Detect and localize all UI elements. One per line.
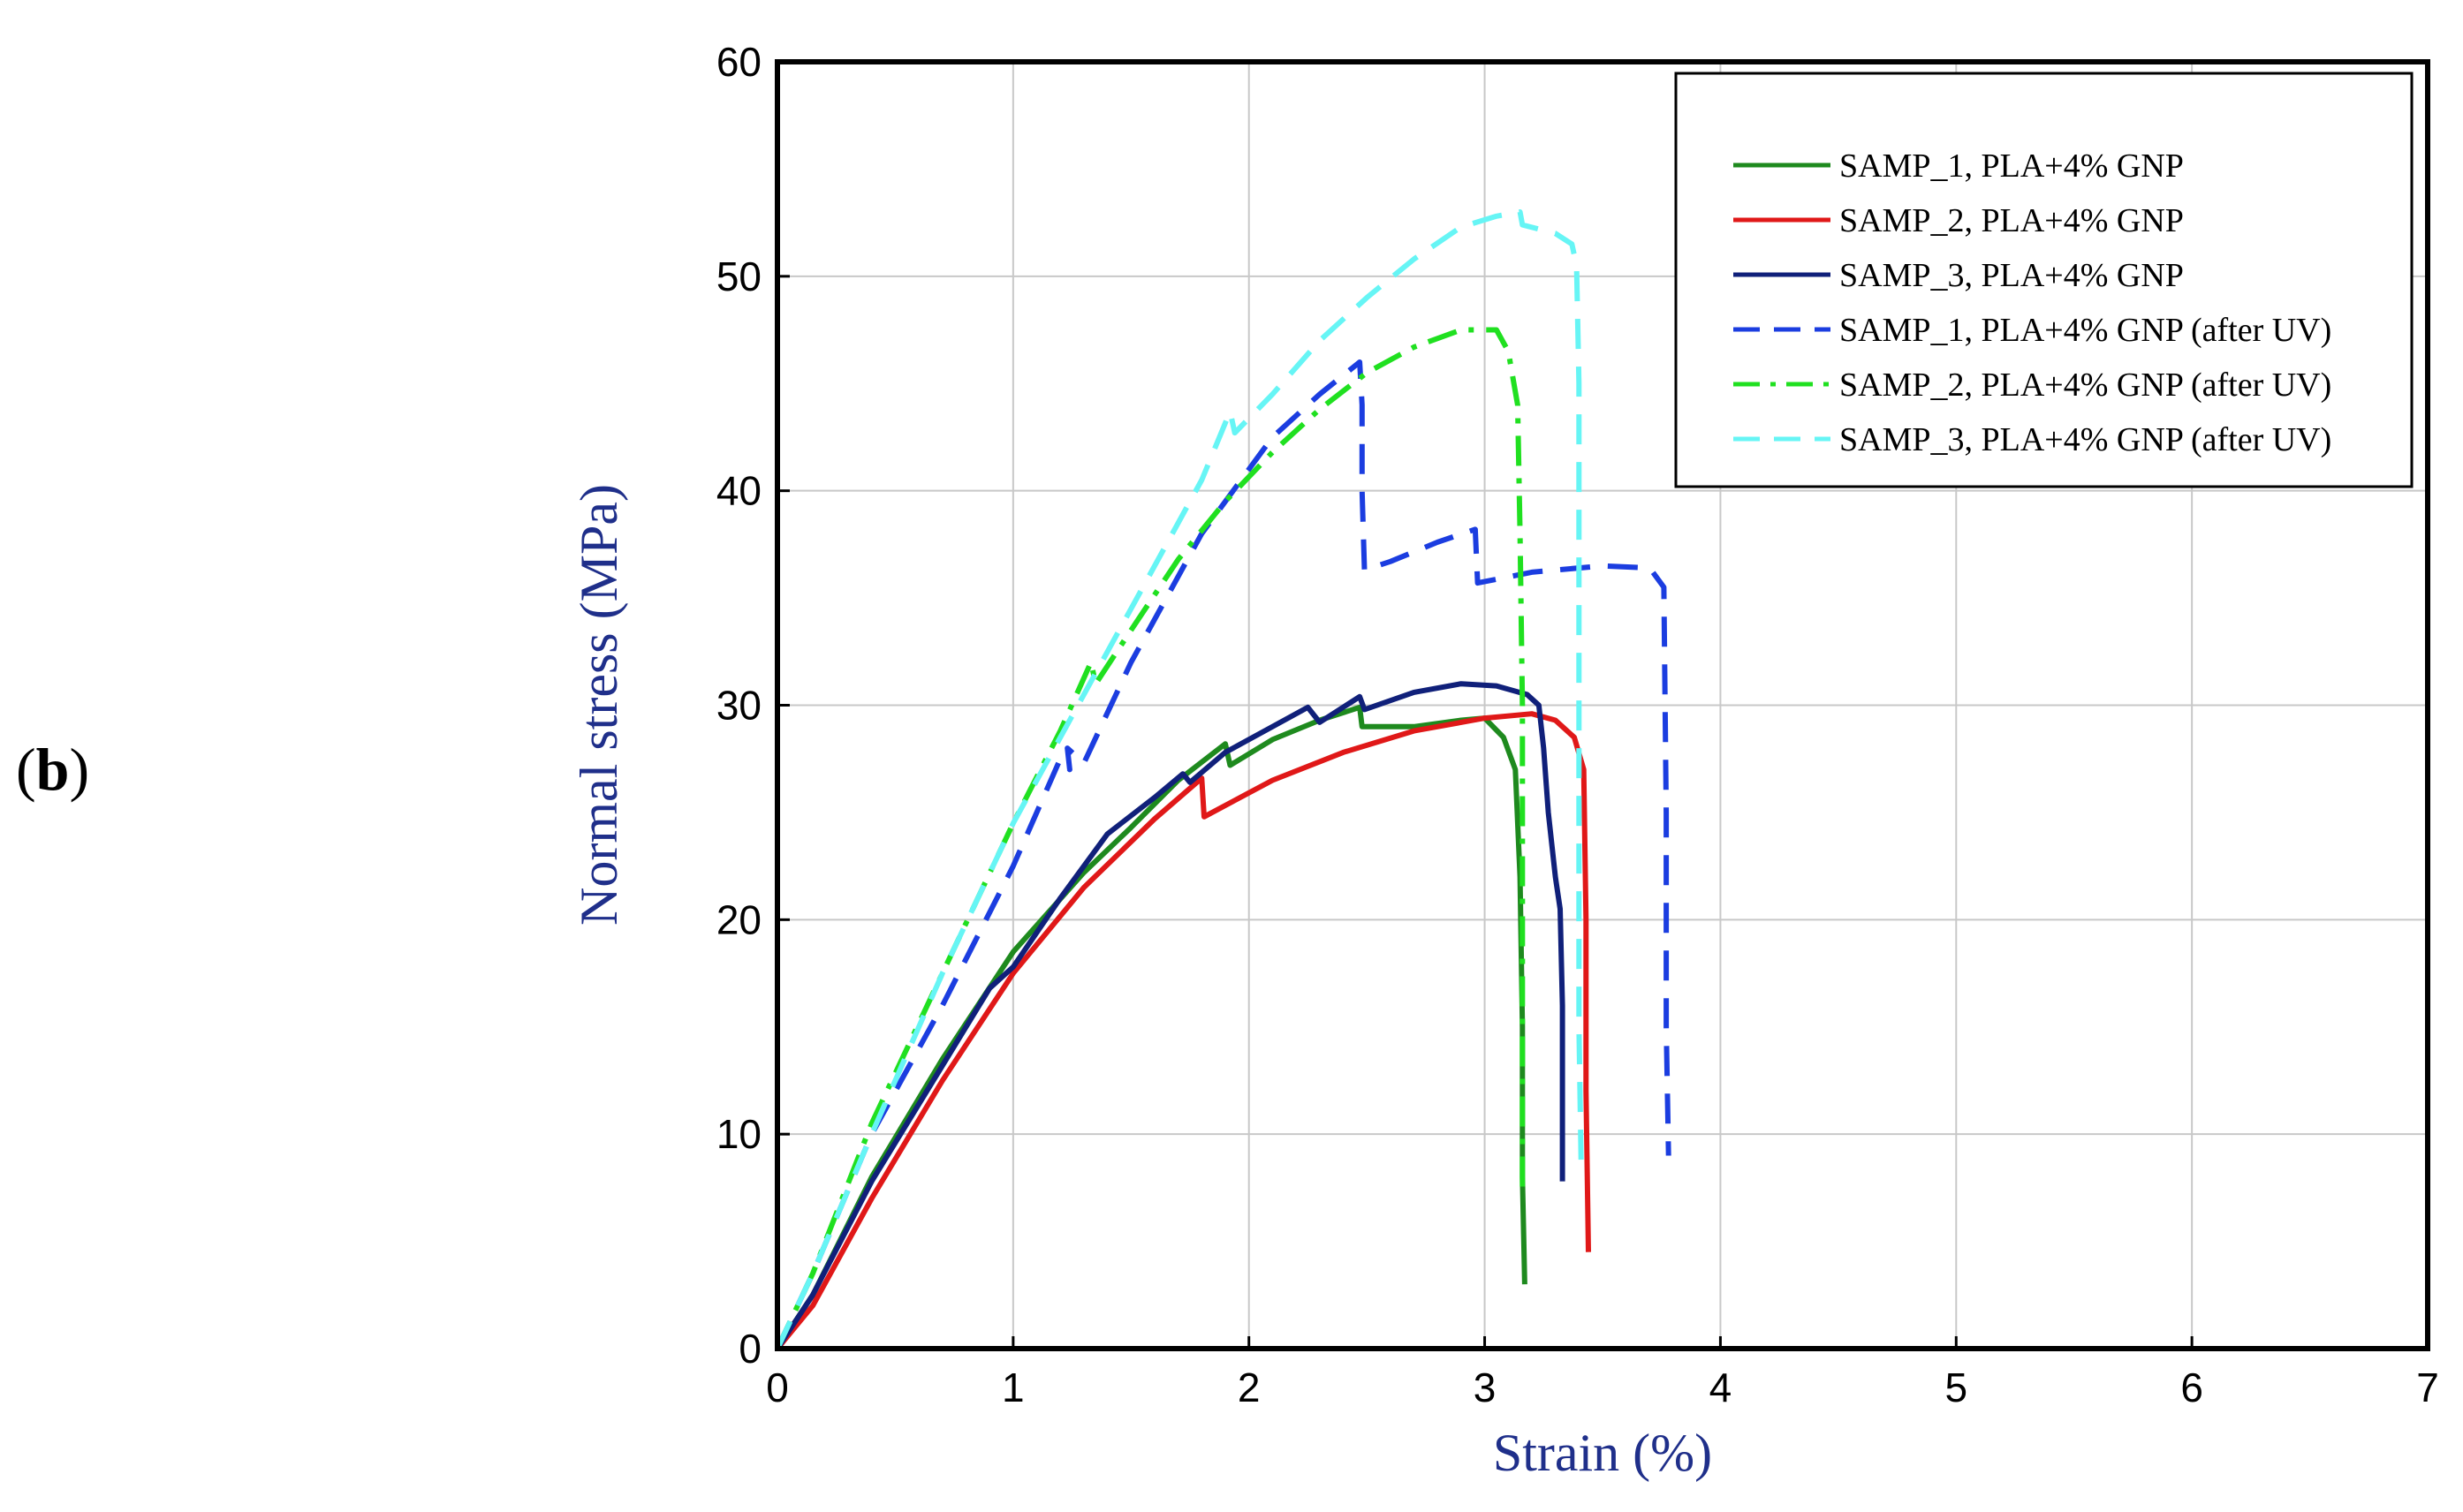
series-line-3 <box>775 681 1565 1350</box>
x-tick-label-2: 2 <box>1238 1365 1261 1410</box>
legend-label-6: SAMP_3, PLA+4% GNP (after UV) <box>1839 421 2331 458</box>
y-tick-label-1: 10 <box>716 1111 762 1157</box>
x-tick-label-4: 4 <box>1709 1365 1732 1410</box>
legend-label-3: SAMP_3, PLA+4% GNP <box>1839 257 2184 294</box>
x-tick-label-3: 3 <box>1474 1365 1497 1410</box>
legend-label-4: SAMP_1, PLA+4% GNP (after UV) <box>1839 312 2331 349</box>
y-tick-label-6: 60 <box>716 39 762 85</box>
legend-label-5: SAMP_2, PLA+4% GNP (after UV) <box>1839 367 2331 404</box>
x-tick-label-5: 5 <box>1944 1365 1967 1410</box>
legend-label-2: SAMP_2, PLA+4% GNP <box>1839 202 2184 239</box>
x-tick-label-7: 7 <box>2416 1365 2439 1410</box>
y-tick-label-0: 0 <box>739 1326 762 1372</box>
series-layer <box>775 209 1671 1350</box>
x-tick-label-0: 0 <box>766 1365 789 1410</box>
y-tick-label-3: 30 <box>716 683 762 729</box>
y-tick-label-5: 50 <box>716 253 762 299</box>
series-line-5 <box>775 327 1526 1350</box>
legend-box <box>1674 72 2414 488</box>
series-line-6 <box>775 209 1584 1350</box>
panel-label: (b) <box>16 736 90 803</box>
y-tick-label-4: 40 <box>716 468 762 514</box>
x-tick-label-6: 6 <box>2180 1365 2203 1410</box>
x-axis-ticks: 0 1 2 3 4 5 6 7 <box>766 1336 2439 1410</box>
series-line-4 <box>775 359 1671 1350</box>
y-axis-ticks: 0 10 20 30 40 50 60 <box>716 39 790 1372</box>
series-line-2 <box>775 711 1591 1350</box>
x-tick-label-1: 1 <box>1002 1365 1025 1410</box>
grid <box>777 62 2428 1349</box>
legend-label-1: SAMP_1, PLA+4% GNP <box>1839 147 2184 185</box>
legend: SAMP_1, PLA+4% GNP SAMP_2, PLA+4% GNP SAMP… <box>1674 72 2414 488</box>
y-axis-title: Normal stress (MPa) <box>570 484 628 926</box>
y-tick-label-2: 20 <box>716 896 762 942</box>
x-axis-title: Strain (%) <box>1493 1424 1712 1482</box>
